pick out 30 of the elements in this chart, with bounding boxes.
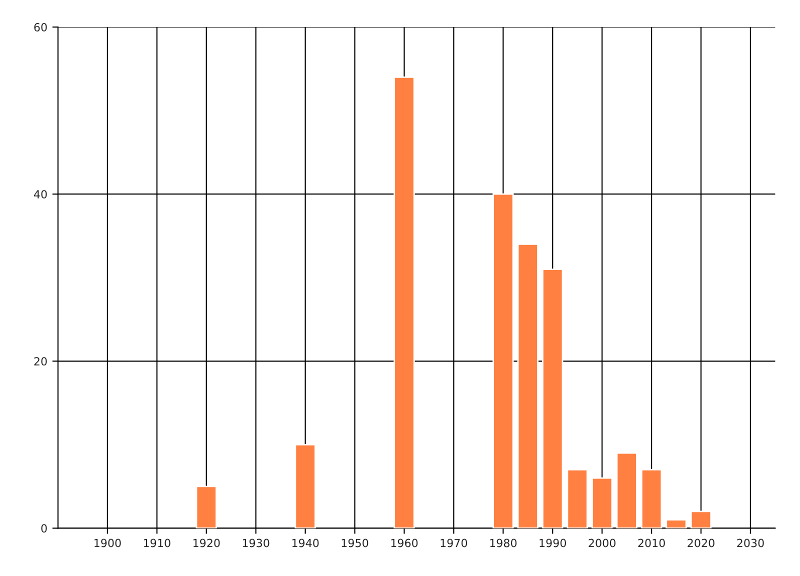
x-tick-label: 1970 — [440, 538, 468, 548]
x-tick-label: 1950 — [342, 538, 368, 548]
bar — [640, 469, 662, 528]
x-tick-label: 1930 — [242, 538, 270, 548]
bar — [690, 510, 712, 528]
x-tick-label: 1990 — [540, 538, 566, 548]
x-tick-label: 1960 — [391, 538, 418, 548]
bar — [294, 444, 316, 528]
x-tick-label: 1900 — [94, 538, 121, 548]
y-tick-label: 20 — [34, 357, 47, 366]
bar — [591, 477, 613, 528]
y-tick-label: 0 — [41, 524, 47, 533]
x-tick-label: 1940 — [292, 538, 319, 548]
x-tick-label: 2030 — [737, 538, 764, 548]
x-tick-label: 2000 — [588, 538, 616, 548]
bar — [517, 244, 538, 528]
x-tick-label: 2010 — [638, 538, 665, 548]
bar — [616, 452, 638, 528]
bar — [394, 76, 415, 528]
bar — [566, 469, 588, 528]
x-tick-label: 2020 — [688, 538, 714, 548]
y-tick-label: 40 — [34, 190, 47, 198]
bar — [196, 486, 217, 528]
x-tick-label: 1980 — [490, 538, 517, 548]
bar — [492, 193, 514, 528]
y-tick-label: 60 — [34, 23, 47, 32]
x-tick-label: 1920 — [193, 538, 220, 548]
bar — [666, 519, 687, 528]
bar — [542, 268, 564, 528]
x-tick-label: 1910 — [144, 538, 170, 548]
